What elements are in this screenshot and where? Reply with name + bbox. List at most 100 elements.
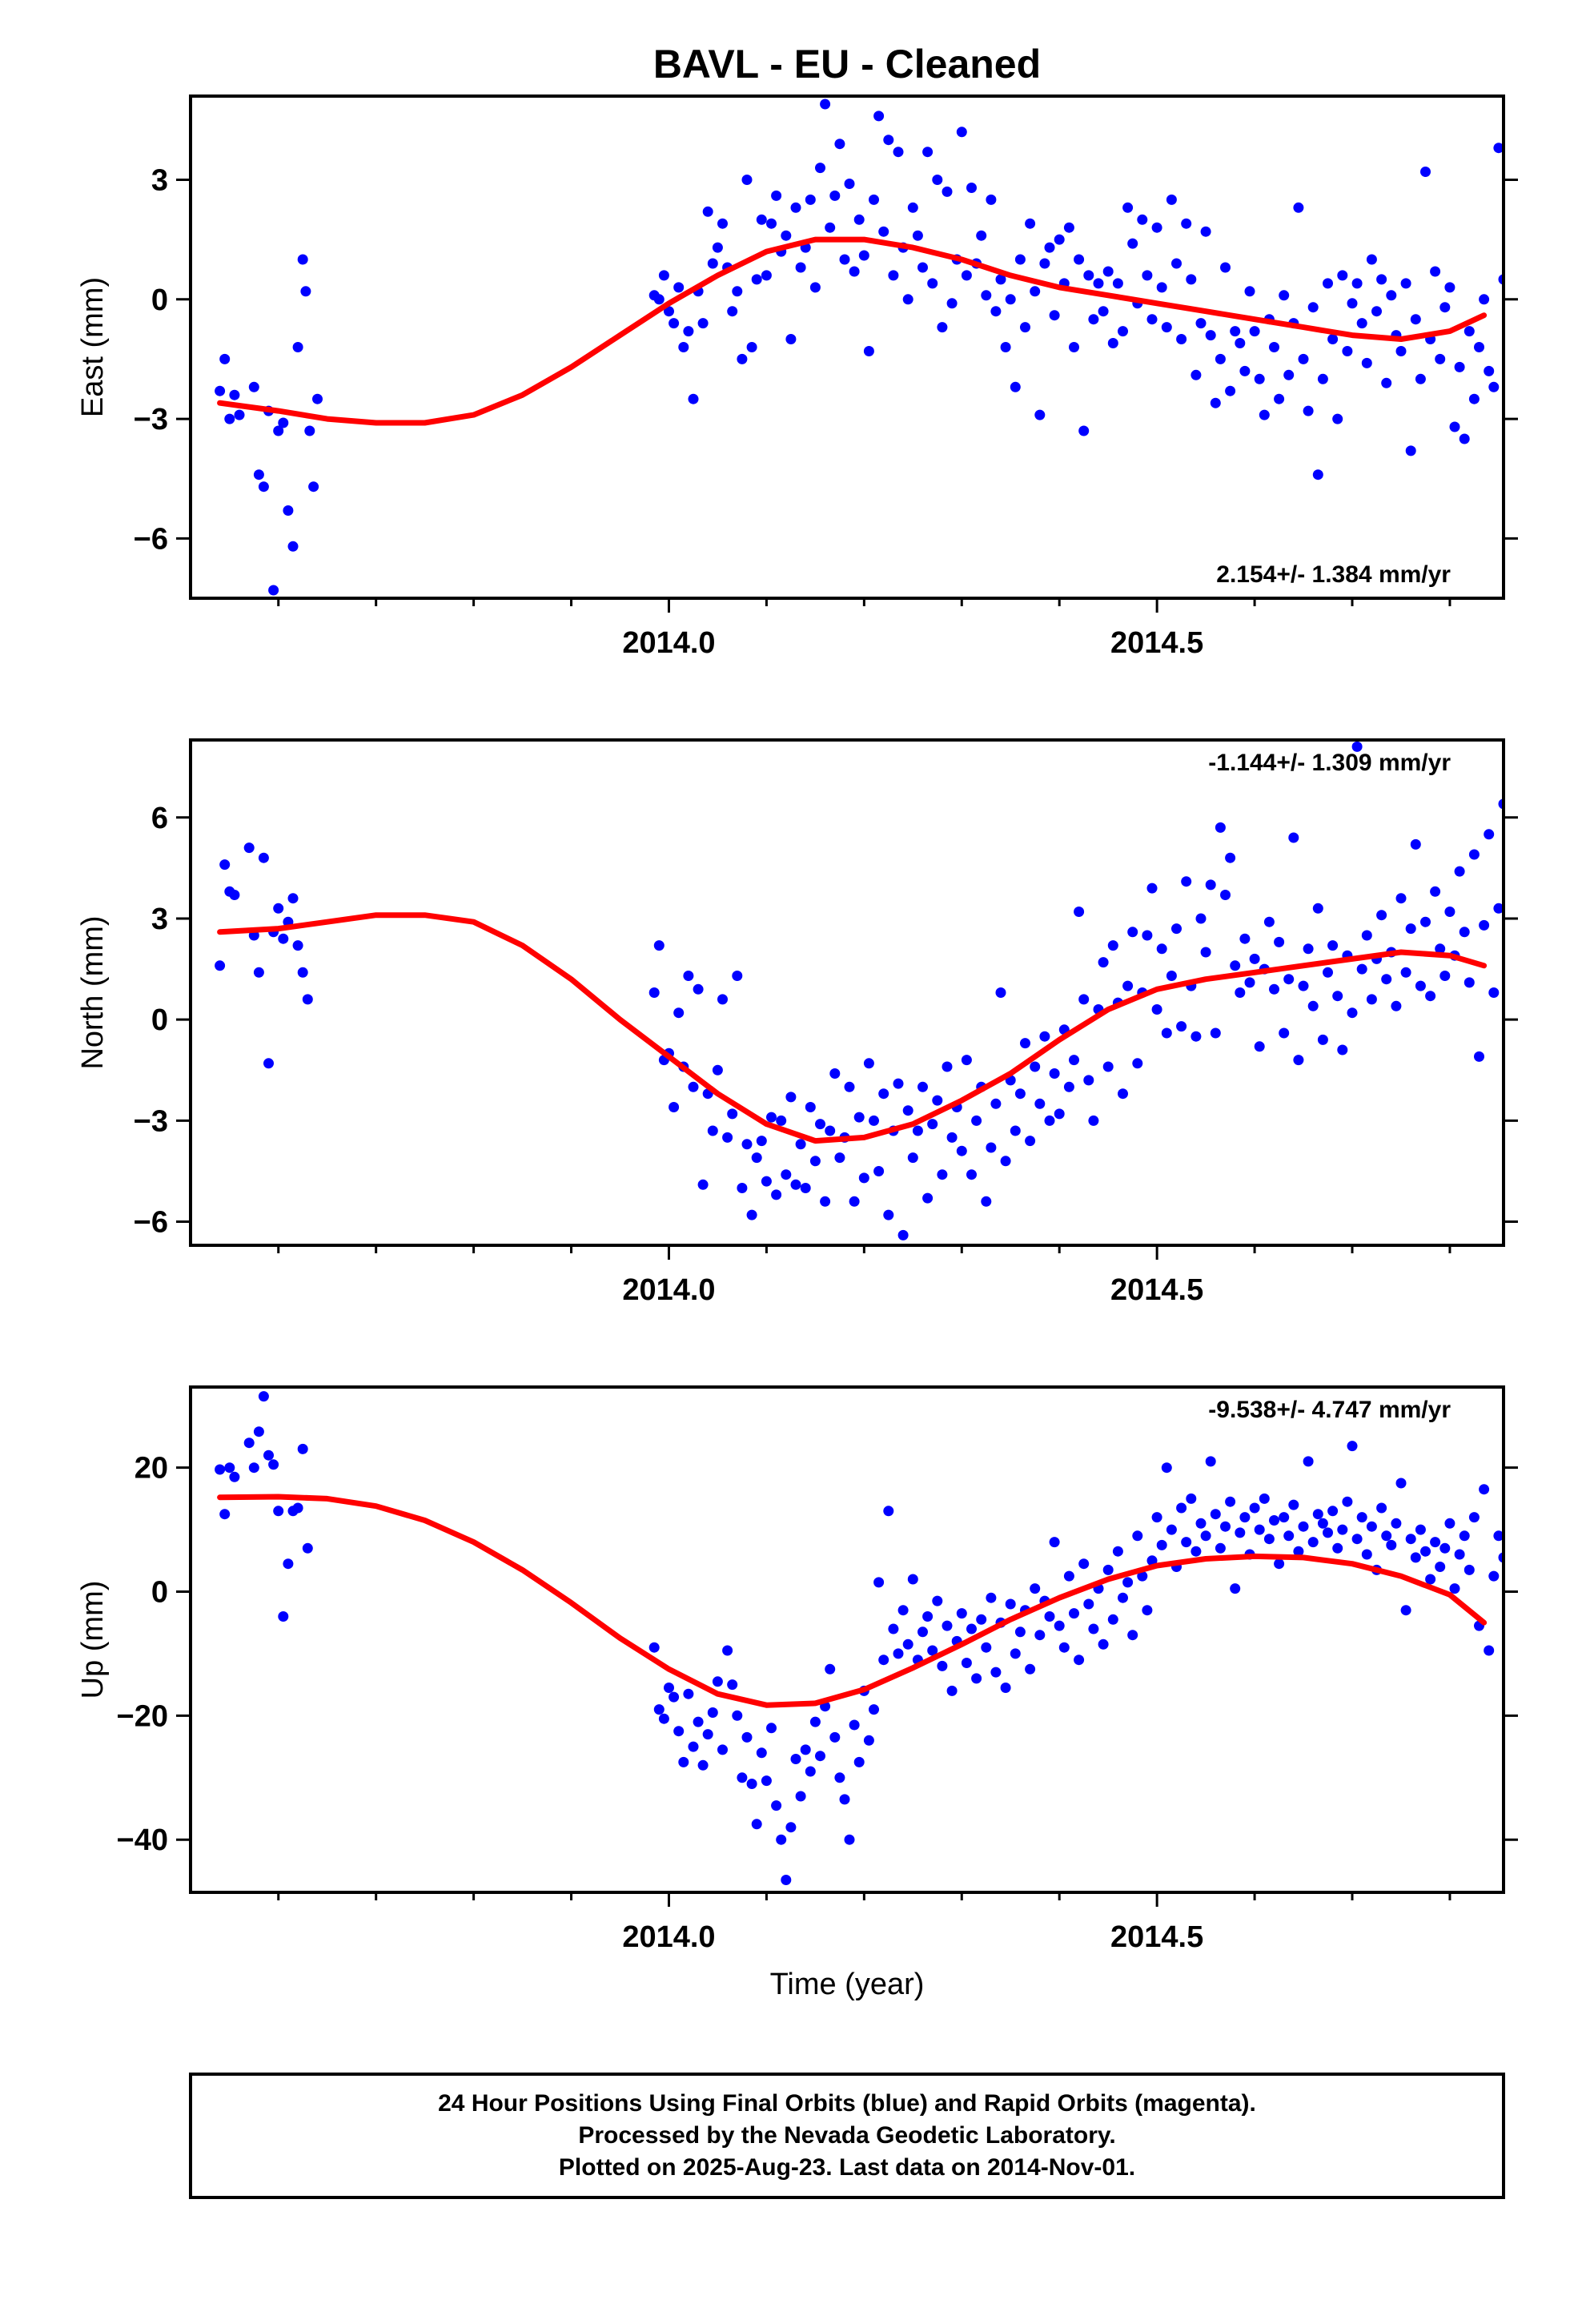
east-data-point <box>912 230 923 241</box>
east-data-point <box>839 254 850 265</box>
north-data-point <box>907 1152 918 1164</box>
up-data-point <box>1176 1502 1187 1514</box>
east-data-point <box>1312 469 1323 480</box>
north-data-point <box>1327 940 1339 951</box>
north-data-point <box>1244 977 1255 988</box>
north-data-point <box>1323 967 1333 978</box>
up-data-point <box>243 1437 255 1449</box>
north-data-point <box>653 940 665 951</box>
north-data-point <box>897 1229 909 1240</box>
up-data-point <box>1210 1509 1221 1520</box>
north-data-point <box>956 1145 967 1156</box>
north-data-point <box>981 1196 992 1207</box>
up-data-point <box>1283 1530 1295 1542</box>
east-data-point <box>976 230 987 241</box>
up-data-point <box>986 1592 997 1603</box>
footer-frame <box>189 2073 1505 2199</box>
up-data-point <box>1127 1630 1138 1641</box>
north-data-point <box>878 1088 889 1100</box>
up-data-point <box>678 1756 689 1767</box>
north-y-tick-label: −3 <box>134 1104 168 1138</box>
east-data-point <box>1493 143 1504 154</box>
east-data-point <box>258 481 269 493</box>
up-data-point <box>297 1443 308 1454</box>
north-x-tick-label: 2014.0 <box>622 1273 715 1307</box>
up-data-point <box>1342 1496 1353 1507</box>
east-data-point <box>1532 270 1543 280</box>
up-data-point <box>1069 1608 1079 1619</box>
up-x-tick-label: 2014.5 <box>1110 1920 1203 1954</box>
east-data-point <box>990 306 1002 317</box>
north-data-point <box>1513 964 1524 975</box>
north-data-point <box>746 1209 757 1220</box>
north-data-point <box>1454 866 1465 877</box>
up-data-point <box>1351 1534 1363 1545</box>
north-data-point <box>1088 1115 1099 1126</box>
east-data-point <box>1307 302 1319 313</box>
up-data-point <box>1205 1456 1216 1467</box>
up-data-point <box>785 1822 797 1833</box>
north-data-point <box>1347 1007 1358 1019</box>
north-data-point <box>1235 987 1246 998</box>
footer-line-3: Plotted on 2025-Aug-23. Last data on 201… <box>559 2154 1135 2181</box>
east-data-point <box>287 541 299 552</box>
north-data-point <box>942 1061 953 1072</box>
north-data-point <box>273 903 284 914</box>
up-data-point <box>1523 1562 1533 1572</box>
east-data-point <box>1303 405 1314 416</box>
north-data-point <box>1410 838 1421 850</box>
north-data-point <box>1044 1115 1055 1126</box>
up-data-point <box>800 1744 811 1755</box>
east-data-point <box>1439 302 1451 313</box>
north-data-point <box>1518 1126 1528 1136</box>
east-y-tick-label: 0 <box>151 283 168 317</box>
north-data-point <box>1132 1058 1143 1069</box>
east-data-point <box>751 274 762 285</box>
north-data-point <box>790 1179 801 1190</box>
east-data-point <box>253 469 264 480</box>
east-data-point <box>1351 278 1363 289</box>
east-data-point <box>1244 286 1255 297</box>
north-data-point <box>1288 832 1299 843</box>
up-data-point <box>1005 1598 1016 1610</box>
north-x-tick-label: 2014.5 <box>1110 1273 1203 1307</box>
north-data-point <box>1166 971 1177 981</box>
up-data-point <box>1112 1546 1123 1557</box>
north-data-point <box>717 994 728 1005</box>
east-data-point <box>956 127 967 138</box>
east-data-point <box>1235 338 1246 348</box>
east-data-point <box>1474 342 1484 352</box>
north-data-point <box>1200 947 1211 958</box>
north-data-point <box>902 1105 913 1116</box>
east-data-point <box>1049 310 1060 321</box>
east-data-point <box>278 417 289 428</box>
up-y-tick-label: −20 <box>117 1699 168 1733</box>
east-data-point <box>1371 306 1382 317</box>
east-data-point <box>1381 377 1392 388</box>
north-data-point <box>917 1081 928 1092</box>
north-data-point <box>873 1166 885 1176</box>
north-data-point <box>1010 1125 1021 1136</box>
north-data-point <box>297 967 308 978</box>
east-data-point <box>1537 338 1548 348</box>
up-data-point <box>1484 1645 1495 1656</box>
north-data-point <box>1161 1027 1172 1039</box>
east-data-point <box>1078 425 1090 436</box>
up-data-point <box>1263 1534 1275 1545</box>
east-data-point <box>1283 369 1295 380</box>
east-data-point <box>727 306 738 317</box>
north-data-point <box>1030 1061 1041 1072</box>
up-data-point <box>1337 1524 1348 1535</box>
up-data-point <box>1488 1570 1500 1582</box>
up-data-point <box>1439 1542 1451 1554</box>
up-data-point <box>1400 1605 1411 1616</box>
north-data-point <box>693 983 704 995</box>
north-data-point <box>712 1064 723 1076</box>
east-data-point <box>883 135 894 146</box>
north-data-point <box>1444 907 1456 917</box>
up-data-point <box>1000 1683 1011 1693</box>
north-data-point <box>1381 974 1392 985</box>
east-data-point <box>1215 353 1226 364</box>
up-data-point <box>873 1577 885 1588</box>
up-data-point <box>751 1819 762 1830</box>
